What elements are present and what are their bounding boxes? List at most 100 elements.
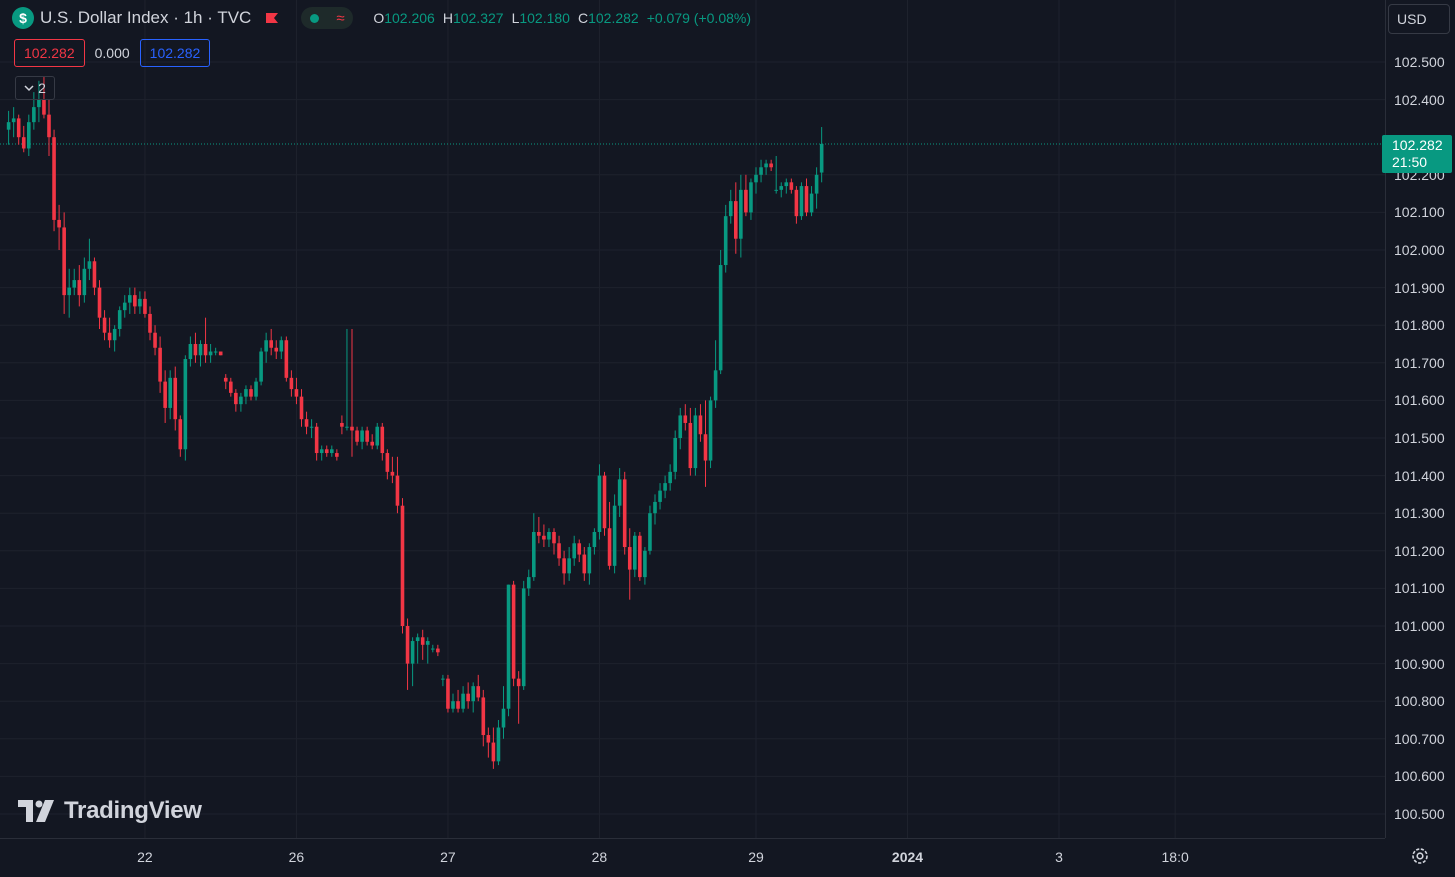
- candle-body: [431, 648, 435, 650]
- candle-body: [350, 426, 354, 431]
- price-tick-label: 101.700: [1394, 354, 1445, 371]
- tradingview-logo[interactable]: TradingView: [18, 797, 202, 825]
- candle-body: [355, 430, 359, 442]
- candle-body: [97, 287, 102, 318]
- indicators-count: 2: [38, 80, 46, 96]
- candle-body: [87, 261, 92, 269]
- candle-body: [122, 302, 127, 311]
- candle-body: [653, 501, 657, 514]
- candle-body: [138, 298, 142, 307]
- trade-buttons: 102.282 0.000 102.282: [14, 39, 211, 67]
- candle-body: [163, 381, 167, 408]
- price-scale[interactable]: 102.500 102.400 102.200 102.100 102.000 101.9…: [1385, 0, 1455, 838]
- candle-body: [668, 471, 672, 484]
- time-tick-label: 3: [1055, 849, 1063, 865]
- price-tick-label: 101.400: [1394, 467, 1445, 484]
- candle-body: [294, 389, 299, 397]
- candle-body: [557, 543, 561, 559]
- candle-body: [385, 453, 390, 472]
- candle-body: [754, 174, 758, 183]
- candle-body: [345, 426, 349, 428]
- candle-body: [526, 577, 531, 589]
- candle-body: [633, 535, 637, 570]
- symbol-title[interactable]: U.S. Dollar Index · 1h · TVC: [40, 8, 252, 27]
- high-value: 102.327: [452, 10, 504, 26]
- last-price-label: 102.282 21:50: [1382, 135, 1452, 173]
- candle-body: [299, 396, 304, 420]
- candlestick-chart[interactable]: [0, 0, 1385, 838]
- candle-body: [456, 701, 460, 709]
- candle-body: [264, 340, 268, 352]
- candle-body: [42, 99, 46, 115]
- candle-body: [764, 163, 768, 168]
- candle-body: [365, 430, 369, 442]
- time-scale[interactable]: 22 26 27 28 29 2024 3 18:0: [0, 838, 1385, 877]
- candle-body: [375, 426, 380, 446]
- candle-body: [587, 547, 592, 574]
- spread-value: 0.000: [94, 45, 130, 61]
- candle-body: [37, 99, 41, 108]
- currency-selector[interactable]: USD: [1388, 4, 1450, 34]
- candle-body: [198, 344, 203, 356]
- candle-body: [183, 359, 188, 450]
- candle-body: [67, 287, 71, 296]
- candle-body: [739, 189, 743, 239]
- high-label: H: [442, 10, 453, 26]
- price-tick-label: 100.900: [1394, 655, 1445, 672]
- candle-body: [143, 298, 147, 314]
- candle-body: [314, 426, 319, 454]
- chart-area[interactable]: [0, 0, 1385, 838]
- candle-body: [466, 693, 470, 702]
- candle-body: [11, 118, 16, 123]
- market-status-pill[interactable]: ≈: [301, 7, 354, 29]
- candle-body: [582, 554, 587, 574]
- price-tick-label: 101.000: [1394, 618, 1445, 634]
- time-tick-label: 18:0: [1161, 849, 1189, 865]
- candle-body: [6, 122, 11, 130]
- candle-body: [799, 186, 804, 217]
- settings-gear-icon[interactable]: [1410, 846, 1430, 866]
- candle-body: [223, 377, 228, 382]
- candle-body: [612, 505, 617, 566]
- candle-body: [693, 415, 698, 469]
- candle-body: [643, 550, 647, 578]
- price-tick-label: 100.600: [1394, 768, 1445, 785]
- candle-body: [451, 701, 455, 709]
- candle-body: [47, 114, 51, 138]
- candle-body: [461, 693, 465, 709]
- candle-body: [759, 167, 763, 175]
- price-tick-label: 100.800: [1394, 693, 1445, 710]
- candle-body: [173, 377, 178, 420]
- candle-body: [193, 344, 198, 356]
- dollar-symbol-icon[interactable]: $: [12, 7, 34, 29]
- candle-body: [380, 426, 385, 454]
- flag-icon[interactable]: [265, 12, 279, 24]
- candle-body: [370, 441, 374, 446]
- price-tick-label: 101.600: [1394, 392, 1445, 409]
- candle-body: [249, 389, 253, 397]
- candle-body: [27, 122, 31, 149]
- candle-body: [360, 430, 364, 442]
- candle-body: [32, 107, 36, 123]
- candle-body: [148, 313, 152, 333]
- candle-body: [521, 588, 526, 687]
- candle-body: [708, 400, 713, 461]
- candle-body: [289, 377, 294, 390]
- sell-button[interactable]: 102.282: [14, 39, 85, 67]
- price-tick-label: 101.900: [1394, 279, 1445, 296]
- candle-body: [622, 479, 627, 548]
- symbol-bar: $ U.S. Dollar Index · 1h · TVC ≈ O102.20…: [12, 6, 751, 30]
- candle-body: [638, 535, 642, 578]
- price-tick-label: 102.000: [1394, 242, 1445, 258]
- last-price-value: 102.282: [1392, 137, 1443, 153]
- candle-body: [749, 182, 753, 213]
- candle-body: [537, 532, 541, 536]
- candle-body: [400, 505, 405, 626]
- candle-body: [728, 201, 733, 217]
- bar-countdown: 21:50: [1392, 154, 1428, 170]
- candle-body: [648, 513, 652, 551]
- indicators-toggle-button[interactable]: 2: [15, 76, 55, 100]
- candle-body: [597, 475, 602, 532]
- buy-button[interactable]: 102.282: [139, 39, 211, 67]
- candle-body: [203, 344, 208, 356]
